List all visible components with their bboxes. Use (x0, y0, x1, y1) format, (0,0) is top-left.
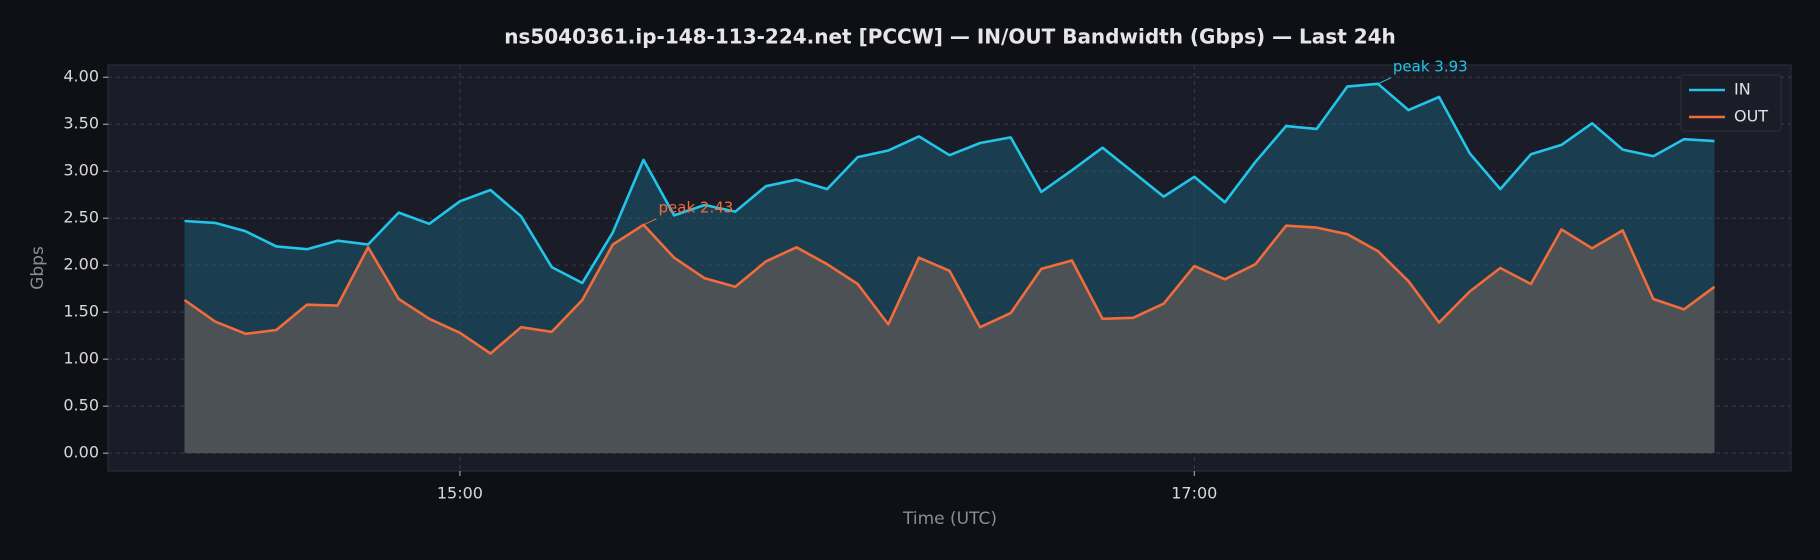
line (183, 223, 1716, 355)
plot-layer: 0.00 0.50 1.00 1.50 2.00 2.50 3.00 3.50 4.00 15:0… (63, 57, 1791, 503)
y-tick-label: 3.00 (63, 161, 99, 180)
y-tick-label: 4.00 (63, 67, 99, 86)
legend-label: IN (1734, 80, 1751, 99)
x-tick-label: 17:00 (1171, 484, 1217, 503)
y-tick-label: 1.00 (63, 349, 99, 368)
y-tick-label: 0.50 (63, 396, 99, 415)
line (184, 82, 1715, 285)
x-tick-label: 15:00 (437, 484, 483, 503)
y-tick-label: 2.50 (63, 208, 99, 227)
annotation: peak 2.43 (659, 198, 734, 216)
y-axis-label: Gbps (28, 246, 48, 290)
annotation-arrow (1377, 77, 1392, 85)
y-tick-label: 3.50 (63, 114, 99, 133)
legend-label: OUT (1734, 107, 1768, 126)
y-tick-label: 2.00 (63, 255, 99, 274)
y-tick-label: 0.00 (63, 443, 99, 462)
x-axis-label: Time (UTC) (902, 509, 997, 529)
annotation: peak 3.93 (1393, 57, 1468, 75)
y-tick-label: 1.50 (63, 302, 99, 321)
chart-title: ns5040361.ip-148-113-224.net [PCCW] — IN… (504, 25, 1396, 49)
annotation-arrow (643, 218, 657, 226)
area (184, 224, 1715, 454)
